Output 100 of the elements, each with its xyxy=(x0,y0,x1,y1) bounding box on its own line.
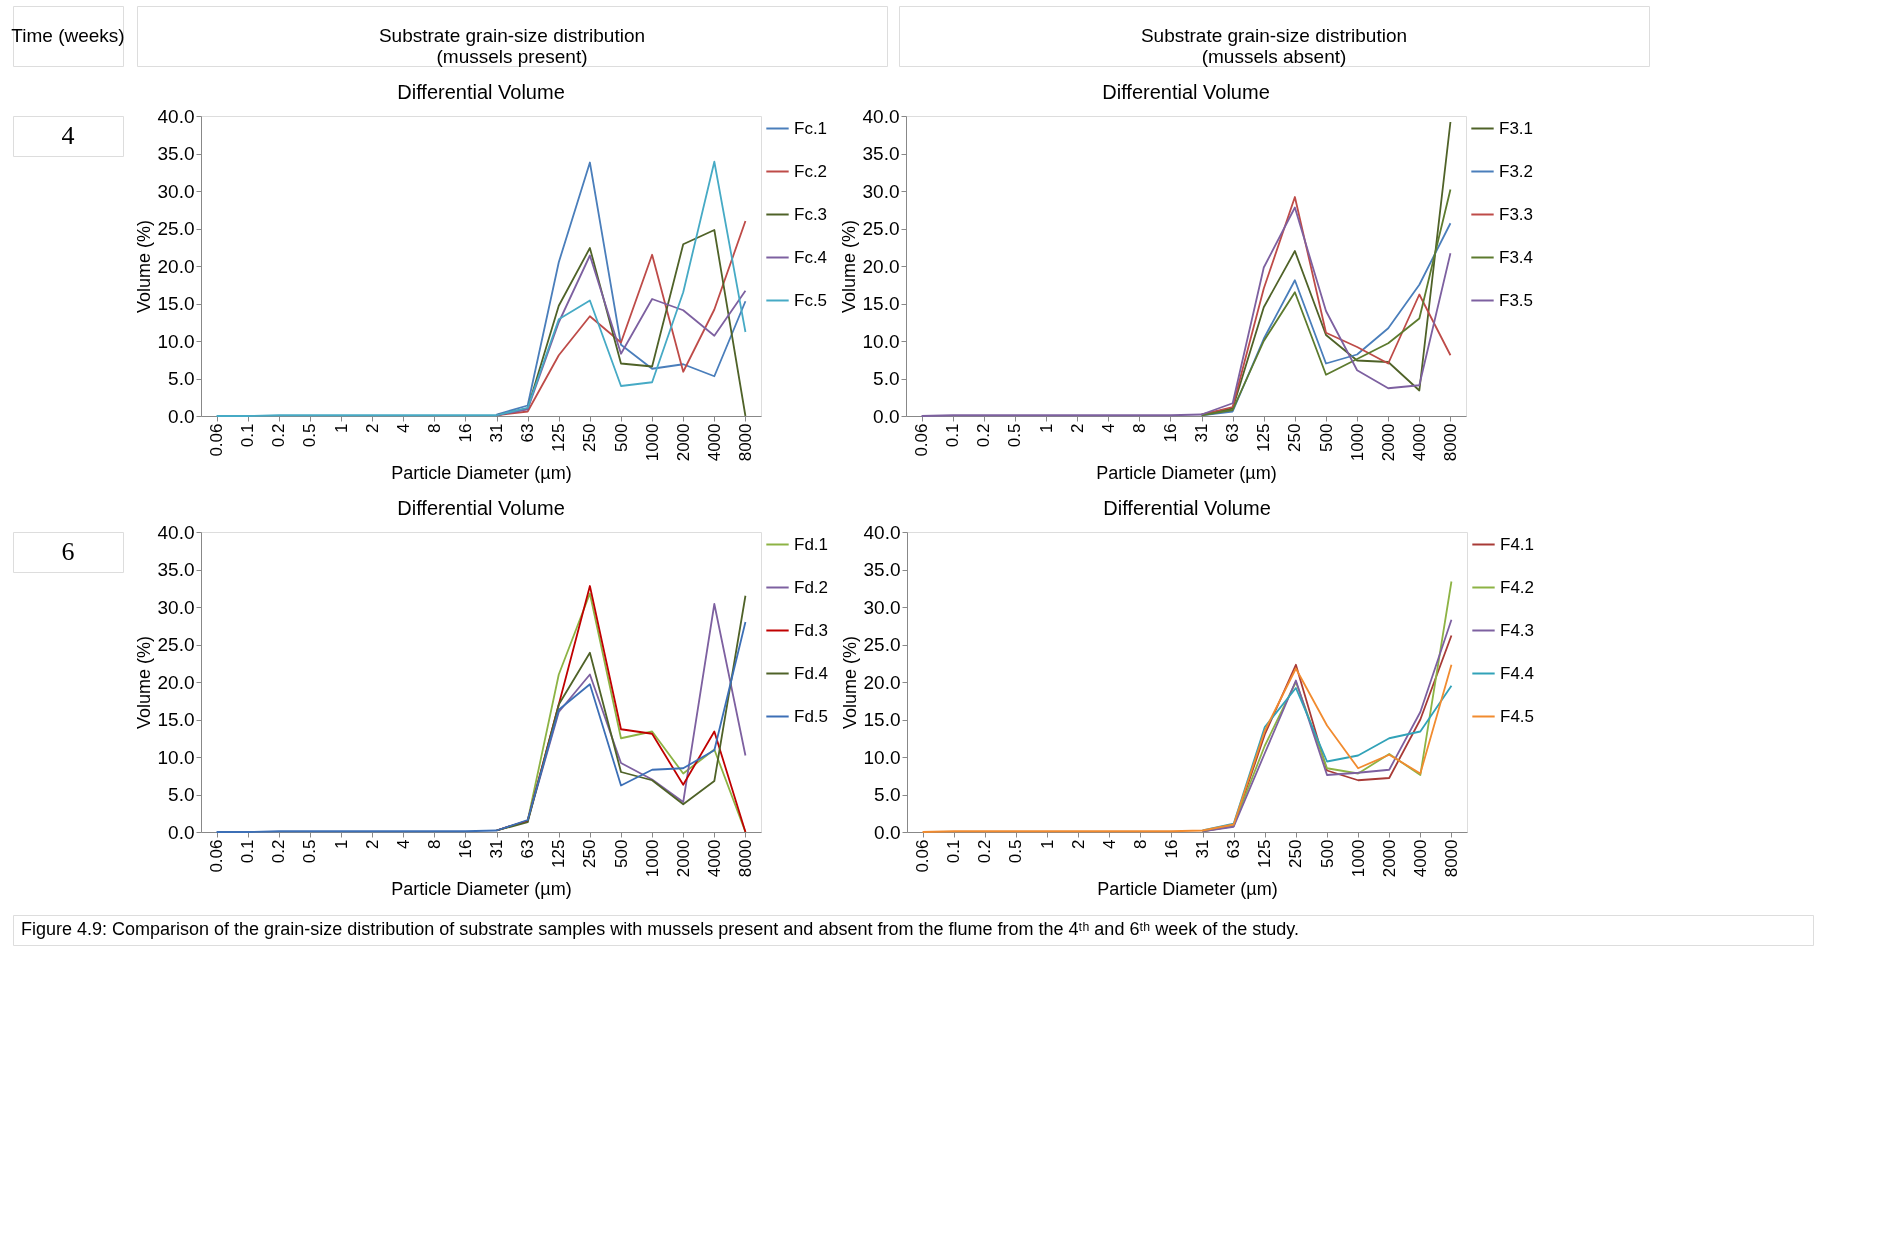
x-tick-label: 4000 xyxy=(704,423,724,462)
chart-title: Differential Volume xyxy=(1102,81,1270,103)
y-tick-label: 40.0 xyxy=(863,521,901,543)
x-tick-label: 4 xyxy=(1099,839,1119,849)
x-tick-label: 0.2 xyxy=(269,423,289,448)
y-tick-label: 20.0 xyxy=(157,671,195,693)
legend-label: F3.5 xyxy=(1499,290,1534,310)
legend-label: Fc.4 xyxy=(794,247,828,267)
chart-title: Differential Volume xyxy=(1103,497,1271,519)
legend-label: Fd.1 xyxy=(794,534,829,554)
x-tick-label: 63 xyxy=(1224,839,1244,859)
x-tick-label: 125 xyxy=(549,839,569,868)
y-tick-label: 0.0 xyxy=(873,405,900,427)
x-tick-label: 16 xyxy=(1161,839,1181,859)
x-tick-label: 1 xyxy=(1037,839,1057,849)
x-tick-label: 1 xyxy=(331,423,351,433)
y-tick-label: 30.0 xyxy=(157,596,195,618)
x-tick-label: 0.5 xyxy=(300,423,320,448)
legend-label: Fc.2 xyxy=(794,161,828,181)
y-tick-label: 10.0 xyxy=(157,746,195,768)
x-tick-label: 0.2 xyxy=(269,839,289,864)
x-tick-label: 250 xyxy=(580,423,600,452)
y-tick-label: 20.0 xyxy=(863,671,901,693)
x-tick-label: 500 xyxy=(1316,423,1336,452)
x-tick-label: 8 xyxy=(1130,839,1150,849)
y-tick-label: 15.0 xyxy=(157,293,195,314)
x-tick-label: 2 xyxy=(1067,423,1087,433)
y-tick-label: 35.0 xyxy=(157,559,195,580)
y-tick-label: 5.0 xyxy=(874,784,901,805)
y-tick-label: 5.0 xyxy=(873,368,900,389)
x-tick-label: 4 xyxy=(393,423,413,433)
legend-label: Fd.2 xyxy=(794,577,829,597)
x-tick-label: 0.06 xyxy=(207,423,227,457)
x-tick-label: 125 xyxy=(549,423,569,452)
legend-label: Fd.4 xyxy=(794,663,829,683)
chart-title: Differential Volume xyxy=(397,497,565,519)
chart-title: Differential Volume xyxy=(397,81,565,103)
caption: Figure 4.9: Comparison of the grain-size distribution of substrate samples with mussels present and absent from the flume from the 4ᵗʰ and 6ᵗʰ week of the study. xyxy=(21,919,1299,939)
y-axis-title: Volume (%) xyxy=(133,635,154,730)
x-tick-label: 8000 xyxy=(735,423,755,462)
text: 4 xyxy=(61,121,75,150)
x-tick-label: 31 xyxy=(1192,423,1212,443)
legend-label: F3.3 xyxy=(1499,204,1534,224)
y-tick-label: 20.0 xyxy=(157,255,195,277)
y-tick-label: 40.0 xyxy=(862,105,900,127)
x-tick-label: 31 xyxy=(487,423,507,443)
y-tick-label: 15.0 xyxy=(157,709,195,730)
legend-label: F4.5 xyxy=(1500,706,1535,726)
x-tick-label: 0.5 xyxy=(300,839,320,864)
x-tick-label: 2 xyxy=(1068,839,1088,849)
y-tick-label: 0.0 xyxy=(168,405,195,427)
x-tick-label: 8000 xyxy=(1440,423,1460,462)
text: 6 xyxy=(61,537,75,566)
x-tick-label: 500 xyxy=(1317,839,1337,868)
x-tick-label: 8 xyxy=(424,423,444,433)
y-tick-label: 15.0 xyxy=(863,709,901,730)
y-tick-label: 25.0 xyxy=(157,634,195,655)
x-tick-label: 0.06 xyxy=(912,423,932,457)
y-tick-label: 40.0 xyxy=(157,105,195,127)
x-axis-title: Particle Diameter (µm) xyxy=(391,879,572,900)
x-tick-label: 0.2 xyxy=(974,423,994,448)
x-tick-label: 0.2 xyxy=(975,839,995,864)
y-tick-label: 30.0 xyxy=(862,180,900,202)
legend-label: F4.1 xyxy=(1500,534,1535,554)
x-tick-label: 250 xyxy=(580,839,600,868)
x-tick-label: 2 xyxy=(362,423,382,433)
x-tick-label: 0.1 xyxy=(944,839,964,864)
x-axis-title: Particle Diameter (µm) xyxy=(391,463,572,484)
x-tick-label: 250 xyxy=(1286,839,1306,868)
x-tick-label: 4000 xyxy=(704,839,724,878)
x-tick-label: 1 xyxy=(1036,423,1056,433)
y-axis-title: Volume (%) xyxy=(133,219,154,314)
x-tick-label: 2 xyxy=(362,839,382,849)
x-tick-label: 0.5 xyxy=(1005,423,1025,448)
x-tick-label: 31 xyxy=(1193,839,1213,859)
legend-label: Fc.1 xyxy=(794,118,828,138)
text: Substrate grain-size distribution (mussels absent) xyxy=(1140,25,1408,67)
x-tick-label: 0.1 xyxy=(238,839,258,864)
y-tick-label: 0.0 xyxy=(874,821,901,843)
x-tick-label: 2000 xyxy=(673,839,693,878)
y-tick-label: 25.0 xyxy=(157,218,195,239)
legend-label: F3.1 xyxy=(1499,118,1534,138)
x-tick-label: 16 xyxy=(1160,423,1180,443)
legend-label: F4.4 xyxy=(1500,663,1535,683)
legend-label: Fd.3 xyxy=(794,620,829,640)
x-tick-label: 0.5 xyxy=(1006,839,1026,864)
y-tick-label: 35.0 xyxy=(862,143,900,164)
y-axis-title: Volume (%) xyxy=(838,219,859,314)
y-tick-label: 30.0 xyxy=(863,596,901,618)
x-axis-title: Particle Diameter (µm) xyxy=(1097,879,1278,900)
x-tick-label: 4 xyxy=(1098,423,1118,433)
legend-label: F4.2 xyxy=(1500,577,1535,597)
x-tick-label: 250 xyxy=(1285,423,1305,452)
x-tick-label: 2000 xyxy=(1379,839,1399,878)
x-tick-label: 4 xyxy=(393,839,413,849)
y-tick-label: 10.0 xyxy=(863,746,901,768)
x-tick-label: 63 xyxy=(518,839,538,859)
x-tick-label: 1000 xyxy=(1347,423,1367,462)
x-axis-title: Particle Diameter (µm) xyxy=(1096,463,1277,484)
y-tick-label: 10.0 xyxy=(157,330,195,352)
